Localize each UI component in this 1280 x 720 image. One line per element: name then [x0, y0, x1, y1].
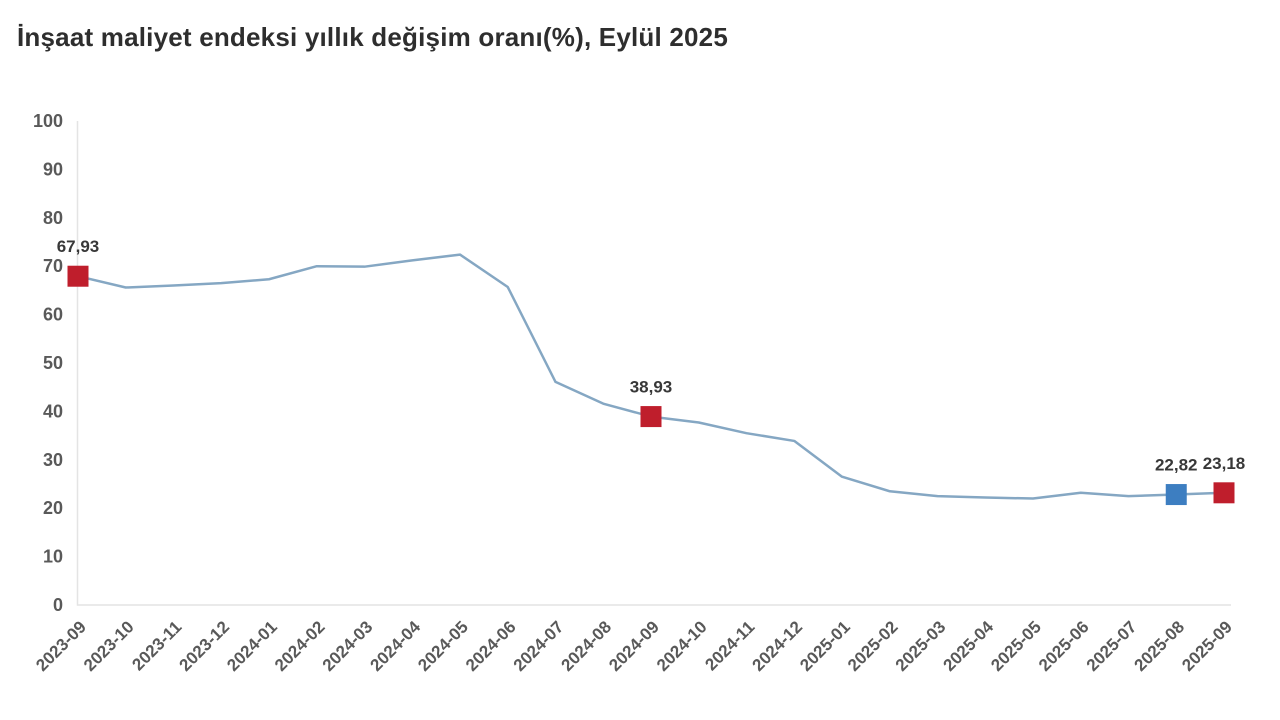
x-axis-tick-label: 2025-02 — [844, 617, 902, 675]
x-axis-tick-label: 2024-08 — [558, 617, 616, 675]
y-axis-tick-label: 0 — [53, 595, 63, 615]
y-axis-tick-label: 50 — [43, 353, 63, 373]
marker-2025-09 — [1213, 482, 1235, 504]
x-axis-tick-label: 2023-09 — [32, 617, 90, 675]
data-label-2023-09: 67,93 — [57, 237, 100, 256]
data-label-2025-08: 22,82 — [1155, 456, 1198, 475]
data-label-2024-09: 38,93 — [630, 378, 673, 397]
x-axis-tick-label: 2024-12 — [749, 617, 807, 675]
x-axis-tick-label: 2024-05 — [414, 617, 472, 675]
axis-lines — [76, 121, 1231, 606]
x-axis-tick-label: 2024-11 — [701, 617, 758, 674]
x-axis-tick-label: 2025-04 — [940, 617, 998, 675]
x-axis-tick-label: 2024-10 — [653, 617, 711, 675]
marker-2023-09 — [67, 265, 89, 287]
series-line — [76, 253, 1226, 500]
x-axis-tick-label: 2023-12 — [176, 617, 234, 675]
x-axis-tick-label: 2024-09 — [605, 617, 663, 675]
chart-title: İnşaat maliyet endeksi yıllık değişim or… — [17, 22, 728, 52]
x-axis-tick-label: 2024-07 — [510, 617, 568, 675]
x-axis-tick-label: 2025-06 — [1035, 617, 1093, 675]
x-axis-tick-label: 2025-01 — [796, 617, 854, 675]
y-axis-tick-label: 40 — [43, 401, 63, 421]
y-axis-tick-label: 90 — [43, 159, 63, 179]
x-axis-tick-label: 2024-04 — [367, 617, 425, 675]
x-axis-tick-label: 2023-11 — [128, 617, 185, 674]
x-axis-tick-label: 2024-03 — [319, 617, 377, 675]
x-axis-tick-label: 2025-08 — [1131, 617, 1189, 675]
marker-2025-08 — [1165, 484, 1187, 506]
x-axis-tick-label: 2024-01 — [223, 617, 281, 675]
y-axis-tick-label: 30 — [43, 450, 63, 470]
x-axis-tick-label: 2025-09 — [1178, 617, 1236, 675]
marker-2024-09 — [640, 406, 662, 428]
y-axis-tick-label: 100 — [33, 111, 63, 131]
x-axis-tick-label: 2024-02 — [271, 617, 329, 675]
x-axis-tick-label: 2023-10 — [80, 617, 138, 675]
y-axis-tick-label: 60 — [43, 305, 63, 325]
x-axis-tick-label: 2025-07 — [1083, 617, 1141, 675]
y-axis-tick-label: 80 — [43, 208, 63, 228]
x-axis-tick-label: 2024-06 — [462, 617, 520, 675]
x-axis-tick-label: 2025-03 — [892, 617, 950, 675]
data-label-2025-09: 23,18 — [1203, 454, 1246, 473]
y-axis-tick-label: 20 — [43, 498, 63, 518]
y-axis-tick-label: 70 — [43, 256, 63, 276]
y-axis-tick-label: 10 — [43, 547, 63, 567]
x-axis-tick-label: 2025-05 — [987, 617, 1045, 675]
